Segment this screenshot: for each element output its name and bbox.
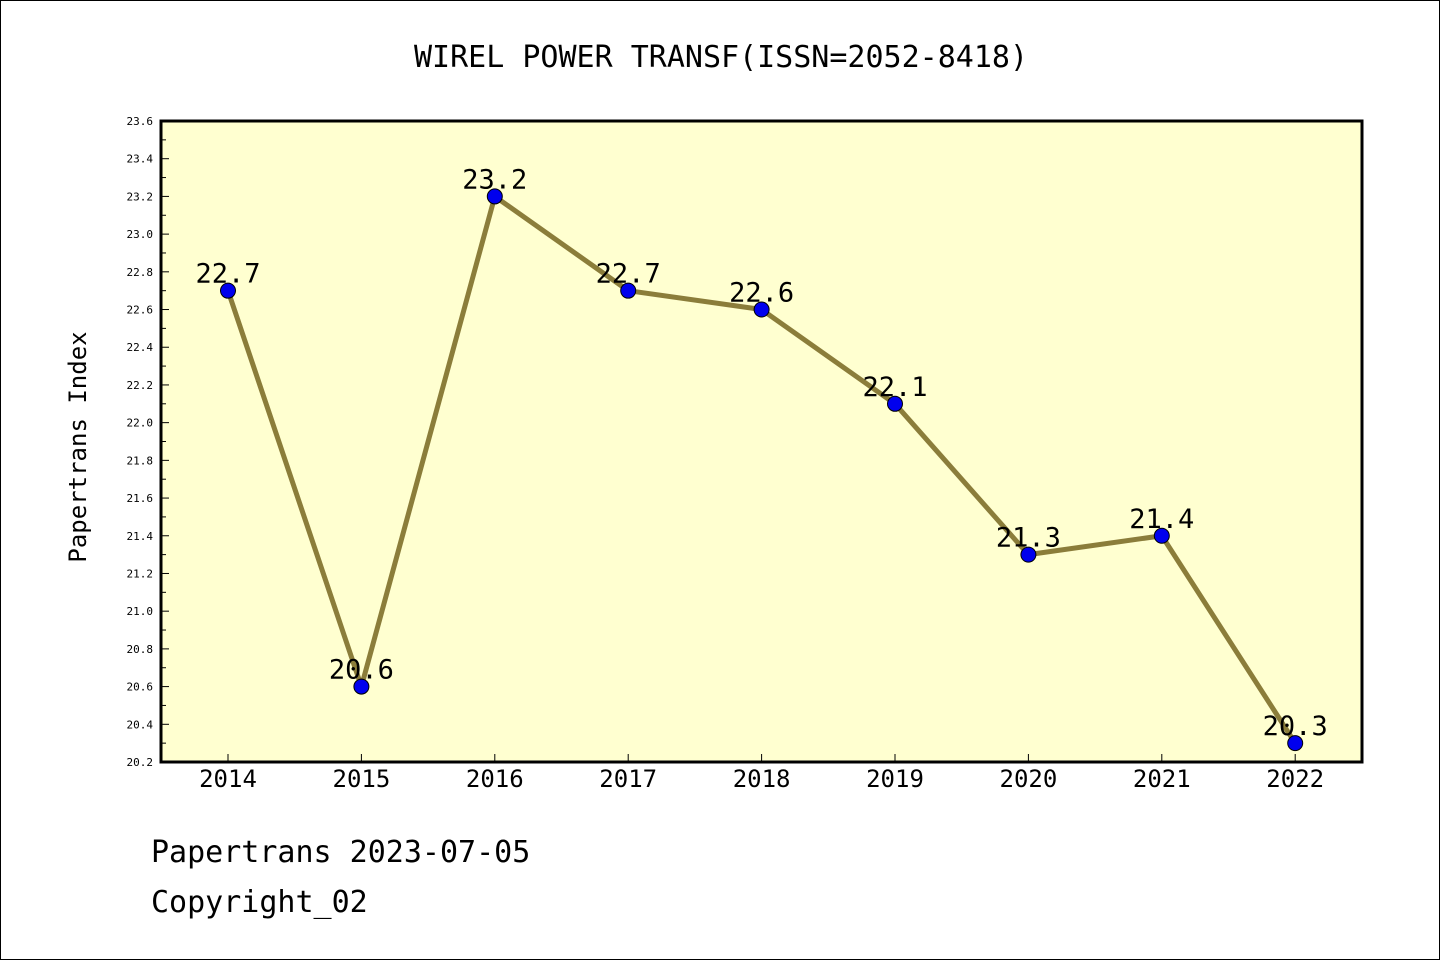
data-point [753,301,770,318]
x-tick-label: 2021 [1133,765,1191,793]
y-tick-label: 21.2 [127,567,154,580]
data-labels: 22.7 20.6 23.2 22.7 22.6 22.1 21.3 21.4 20.3 [195,164,1327,742]
y-tick-label: 20.4 [127,718,154,731]
y-axis-label: Papertrans Index [64,331,92,562]
data-point [887,395,903,412]
data-label: 22.7 [596,259,661,290]
y-tick-label: 23.4 [127,153,154,166]
x-tick-label: 2017 [599,765,657,793]
y-tick-label: 23.6 [127,115,154,128]
y-tick-label: 22.2 [127,379,154,392]
data-point [220,282,236,299]
data-point [1020,546,1037,563]
data-label: 22.7 [195,259,260,290]
data-label: 20.6 [329,655,394,686]
y-tick-label: 22.0 [127,417,154,430]
data-point [1153,527,1170,544]
y-tick-label: 22.4 [127,341,154,354]
chart-title: WIREL POWER TRANSF(ISSN=2052-8418) [414,40,1028,75]
y-tick-label: 21.8 [127,454,154,467]
y-tick-label: 23.0 [127,228,154,241]
data-label: 23.2 [462,164,527,195]
y-tick-label: 20.8 [127,643,154,656]
y-axis: 20.2 20.4 20.6 20.8 21.0 21.2 21.4 21.6 21.8 22.0… [127,115,169,769]
x-tick-label: 2015 [333,765,391,793]
footer-copyright: Copyright_02 [151,885,368,920]
x-tick-label: 2018 [733,765,791,793]
data-point [486,188,503,205]
data-label: 22.1 [862,372,927,403]
y-tick-label: 21.6 [127,492,154,505]
x-tick-label: 2022 [1266,765,1324,793]
data-markers [220,188,1304,752]
y-tick-label: 22.6 [127,304,154,317]
data-label: 22.6 [729,278,794,309]
x-tick-label: 2014 [199,765,257,793]
y-tick-label: 20.6 [127,681,154,694]
y-tick-label: 21.4 [127,530,154,543]
x-tick-label: 2020 [1000,765,1058,793]
data-point [1287,735,1304,752]
y-tick-label: 23.2 [127,190,154,203]
y-tick-label: 21.0 [127,605,154,618]
footer-date: Papertrans 2023-07-05 [151,835,531,870]
data-point [620,282,637,299]
data-label: 21.4 [1129,504,1194,535]
x-tick-label: 2016 [466,765,524,793]
data-label: 21.3 [996,523,1061,554]
data-point [353,678,370,695]
x-tick-label: 2019 [866,765,924,793]
x-axis: 2014 2015 2016 2017 2018 2019 2020 2021 2022 [199,754,1324,793]
data-label: 20.3 [1263,711,1328,742]
plot-area [159,119,1364,764]
y-tick-label: 22.8 [127,266,154,279]
y-tick-label: 20.2 [127,756,154,769]
